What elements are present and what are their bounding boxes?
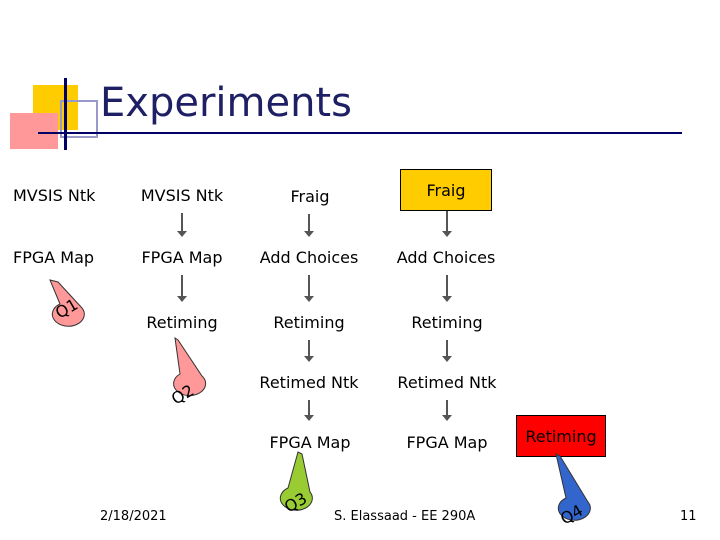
col4-fpga-map: FPGA Map — [400, 423, 494, 461]
col4-fraig: Fraig — [400, 169, 492, 211]
arrow-col4-2 — [442, 275, 452, 302]
page-number: 11 — [680, 509, 697, 524]
arrow-col2-2 — [177, 275, 187, 302]
col4-retimed-ntk: Retimed Ntk — [396, 364, 498, 400]
bubble-q1 — [49, 279, 85, 327]
arrow-col4-3 — [442, 340, 452, 362]
col1-mvsis-ntk: MVSIS Ntk — [12, 177, 112, 213]
arrow-col4-4 — [442, 400, 452, 421]
col3-retimed-ntk: Retimed Ntk — [258, 364, 360, 400]
footer-author: S. Elassaad - EE 290A — [334, 509, 476, 524]
decor-vertical-rule — [64, 78, 67, 150]
arrow-col3-1 — [304, 214, 314, 237]
col4-retiming: Retiming — [400, 304, 494, 340]
decor-square-blue-outline — [60, 100, 98, 138]
col1-fpga-map: FPGA Map — [12, 239, 112, 275]
arrow-col3-2 — [304, 275, 314, 302]
col3-fraig: Fraig — [262, 178, 358, 214]
col3-fpga-map: FPGA Map — [262, 423, 358, 461]
bubble-q4 — [555, 453, 591, 521]
col2-fpga-map: FPGA Map — [137, 239, 227, 275]
col2-retiming: Retiming — [140, 304, 224, 340]
decor-square-pink — [10, 113, 58, 149]
arrow-col3-3 — [304, 340, 314, 362]
title-underline — [38, 132, 682, 134]
arrow-col2-1 — [177, 213, 187, 237]
arrow-col3-4 — [304, 400, 314, 421]
col3-add-choices: Add Choices — [258, 239, 360, 275]
extra-retiming: Retiming — [516, 415, 606, 457]
col2-mvsis-ntk: MVSIS Ntk — [137, 177, 227, 213]
col3-retiming: Retiming — [262, 304, 356, 340]
bubble-q2 — [173, 336, 207, 397]
bubble-q3 — [279, 451, 313, 511]
col4-add-choices: Add Choices — [396, 239, 496, 275]
footer-date: 2/18/2021 — [100, 509, 167, 524]
arrow-col4-1 — [442, 211, 452, 237]
page-title: Experiments — [100, 80, 352, 126]
